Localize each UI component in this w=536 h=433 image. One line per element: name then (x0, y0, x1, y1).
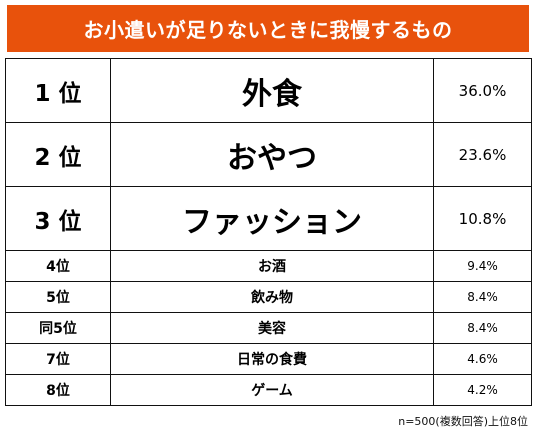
rank-cell: 1 位 (5, 58, 111, 123)
item-cell: 日常の食費 (110, 343, 434, 375)
rank-cell: 8位 (5, 374, 111, 406)
rank-cell: 2 位 (5, 122, 111, 187)
rank-cell: 4位 (5, 250, 111, 282)
percent-cell: 8.4% (433, 281, 532, 313)
percent-cell: 10.8% (433, 186, 532, 251)
table-row: 1 位外食 36.0% (5, 58, 532, 123)
item-cell: 美容 (110, 312, 434, 344)
rank-cell: 5位 (5, 281, 111, 313)
item-cell: おやつ (110, 122, 434, 187)
table-row: 7位 日常の食費 4.6% (5, 343, 532, 375)
item-cell: ファッション (110, 186, 434, 251)
percent-cell: 9.4% (433, 250, 532, 282)
item-cell: お酒 (110, 250, 434, 282)
table-row: 5位 飲み物 8.4% (5, 281, 532, 313)
ranking-table-body: 1 位外食 36.0% 2 位おやつ 23.6% 3 位ファッション 10.8% 4位 お酒 9… (5, 58, 532, 406)
item-cell: 外食 (110, 58, 434, 123)
table-row: 4位 お酒 9.4% (5, 250, 532, 282)
rank-cell: 3 位 (5, 186, 111, 251)
table-row: 2 位おやつ 23.6% (5, 122, 532, 187)
chart-title: お小遣いが足りないときに我慢するもの (5, 3, 531, 54)
percent-cell: 4.6% (433, 343, 532, 375)
percent-cell: 36.0% (433, 58, 532, 123)
table-row: 同5位 美容 8.4% (5, 312, 532, 344)
table-row: 3 位ファッション 10.8% (5, 186, 532, 251)
ranking-table: 1 位外食 36.0% 2 位おやつ 23.6% 3 位ファッション 10.8% 4位 お酒 9… (5, 58, 532, 406)
percent-cell: 23.6% (433, 122, 532, 187)
item-cell: ゲーム (110, 374, 434, 406)
percent-cell: 8.4% (433, 312, 532, 344)
table-row: 8位 ゲーム 4.2% (5, 374, 532, 406)
item-cell: 飲み物 (110, 281, 434, 313)
rank-cell: 7位 (5, 343, 111, 375)
rank-cell: 同5位 (5, 312, 111, 344)
footnote: n=500(複数回答)上位8位 (398, 415, 528, 428)
percent-cell: 4.2% (433, 374, 532, 406)
